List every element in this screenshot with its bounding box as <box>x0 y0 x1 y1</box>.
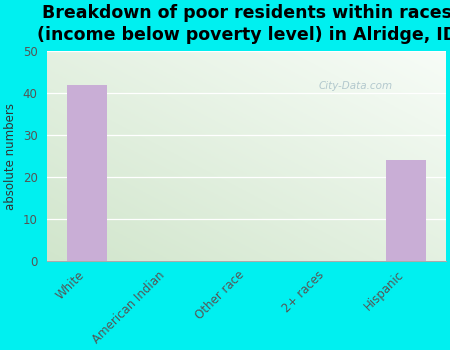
Text: City-Data.com: City-Data.com <box>318 81 392 91</box>
Bar <box>67 85 107 261</box>
Title: Breakdown of poor residents within races
(income below poverty level) in Alridge: Breakdown of poor residents within races… <box>36 4 450 44</box>
Bar <box>386 160 426 261</box>
Y-axis label: absolute numbers: absolute numbers <box>4 103 17 210</box>
